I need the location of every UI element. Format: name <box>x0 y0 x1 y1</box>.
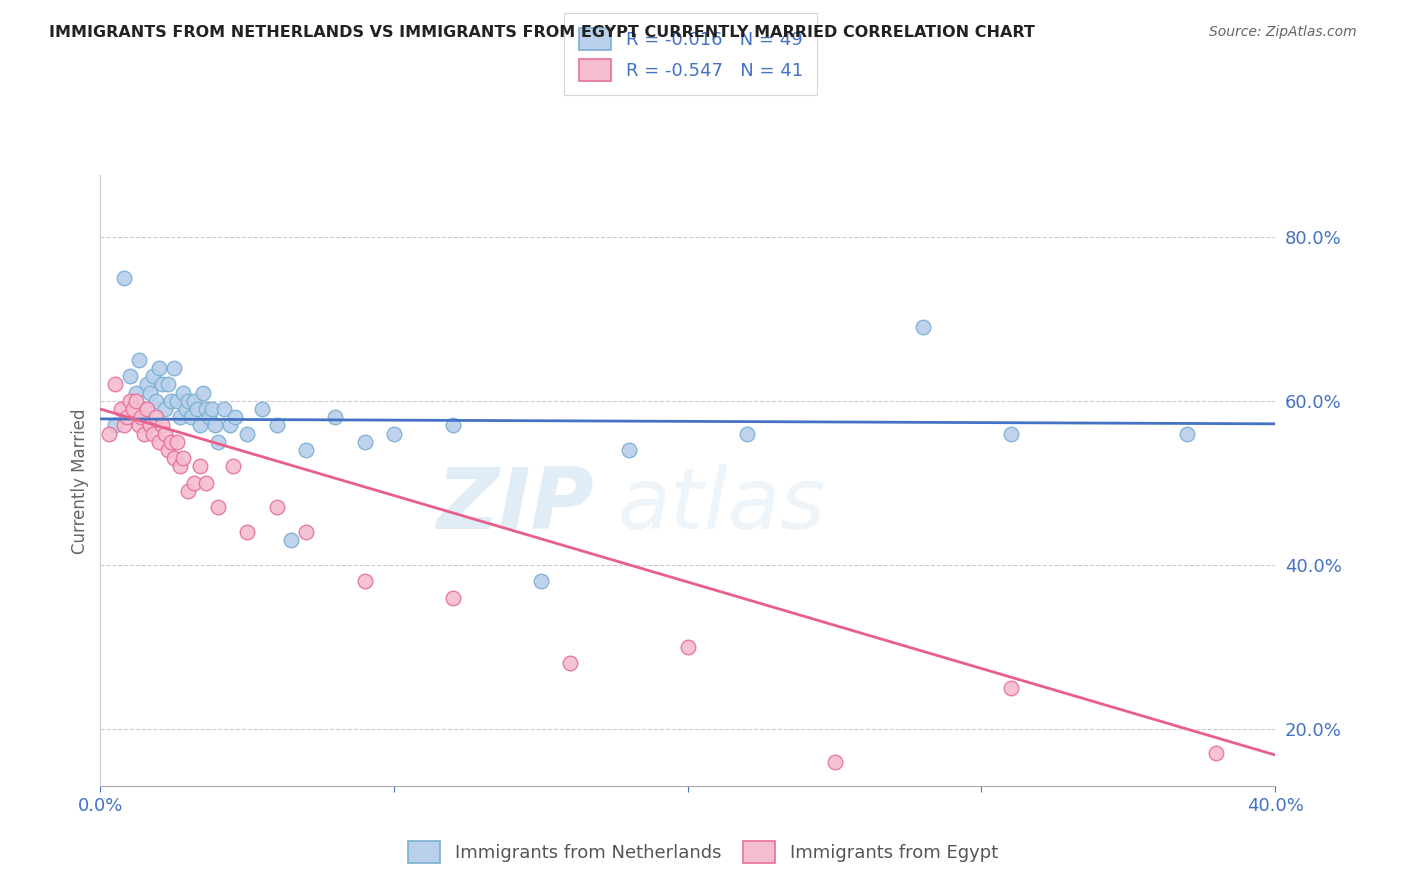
Point <box>112 271 135 285</box>
Point <box>124 385 146 400</box>
Point <box>201 402 224 417</box>
Point <box>112 418 135 433</box>
Point <box>266 418 288 433</box>
Point <box>911 320 934 334</box>
Point <box>156 377 179 392</box>
Point <box>207 434 229 449</box>
Point <box>177 393 200 408</box>
Point <box>188 418 211 433</box>
Point <box>169 459 191 474</box>
Point <box>530 574 553 589</box>
Point <box>236 524 259 539</box>
Point <box>212 402 235 417</box>
Point <box>139 385 162 400</box>
Point <box>104 418 127 433</box>
Point <box>172 451 194 466</box>
Point <box>163 361 186 376</box>
Point <box>145 393 167 408</box>
Point <box>295 443 318 458</box>
Point <box>128 352 150 367</box>
Point <box>207 500 229 515</box>
Point <box>110 402 132 417</box>
Point <box>617 443 640 458</box>
Point <box>560 656 582 670</box>
Point <box>160 434 183 449</box>
Point <box>148 434 170 449</box>
Point <box>1000 426 1022 441</box>
Point <box>186 402 208 417</box>
Point <box>266 500 288 515</box>
Point <box>183 475 205 490</box>
Point <box>172 385 194 400</box>
Point <box>124 393 146 408</box>
Text: atlas: atlas <box>617 464 825 547</box>
Point <box>441 418 464 433</box>
Point <box>128 418 150 433</box>
Point <box>224 410 246 425</box>
Point <box>150 377 173 392</box>
Point <box>824 755 846 769</box>
Point <box>115 410 138 425</box>
Point <box>121 402 143 417</box>
Point <box>353 434 375 449</box>
Point <box>180 410 202 425</box>
Point <box>163 451 186 466</box>
Point <box>1000 681 1022 695</box>
Point <box>280 533 302 548</box>
Point <box>136 377 159 392</box>
Point <box>195 402 218 417</box>
Point <box>204 418 226 433</box>
Point <box>221 459 243 474</box>
Text: IMMIGRANTS FROM NETHERLANDS VS IMMIGRANTS FROM EGYPT CURRENTLY MARRIED CORRELATI: IMMIGRANTS FROM NETHERLANDS VS IMMIGRANT… <box>49 25 1035 40</box>
Point <box>142 369 165 384</box>
Point <box>98 426 121 441</box>
Point <box>250 402 273 417</box>
Point <box>150 418 173 433</box>
Point <box>131 410 153 425</box>
Point <box>183 393 205 408</box>
Point <box>118 369 141 384</box>
Point <box>353 574 375 589</box>
Point <box>136 402 159 417</box>
Point <box>735 426 758 441</box>
Point <box>177 483 200 498</box>
Point <box>134 402 156 417</box>
Point <box>1205 747 1227 761</box>
Point <box>295 524 318 539</box>
Point <box>134 426 156 441</box>
Point <box>153 426 176 441</box>
Point <box>676 640 699 654</box>
Point <box>382 426 405 441</box>
Point <box>142 426 165 441</box>
Legend: R = -0.016   N = 49, R = -0.547   N = 41: R = -0.016 N = 49, R = -0.547 N = 41 <box>564 13 817 95</box>
Text: Source: ZipAtlas.com: Source: ZipAtlas.com <box>1209 25 1357 39</box>
Point <box>148 361 170 376</box>
Text: ZIP: ZIP <box>436 464 593 547</box>
Point <box>236 426 259 441</box>
Point <box>139 418 162 433</box>
Point <box>166 434 188 449</box>
Point <box>441 591 464 605</box>
Point <box>166 393 188 408</box>
Point <box>1175 426 1198 441</box>
Point <box>323 410 346 425</box>
Point <box>188 459 211 474</box>
Point <box>118 393 141 408</box>
Y-axis label: Currently Married: Currently Married <box>72 408 89 554</box>
Point <box>169 410 191 425</box>
Point <box>174 402 197 417</box>
Point <box>156 443 179 458</box>
Point <box>218 418 240 433</box>
Point <box>145 410 167 425</box>
Point <box>195 475 218 490</box>
Point <box>191 385 214 400</box>
Point <box>153 402 176 417</box>
Legend: Immigrants from Netherlands, Immigrants from Egypt: Immigrants from Netherlands, Immigrants … <box>399 832 1007 872</box>
Point <box>104 377 127 392</box>
Point <box>198 410 221 425</box>
Point <box>160 393 183 408</box>
